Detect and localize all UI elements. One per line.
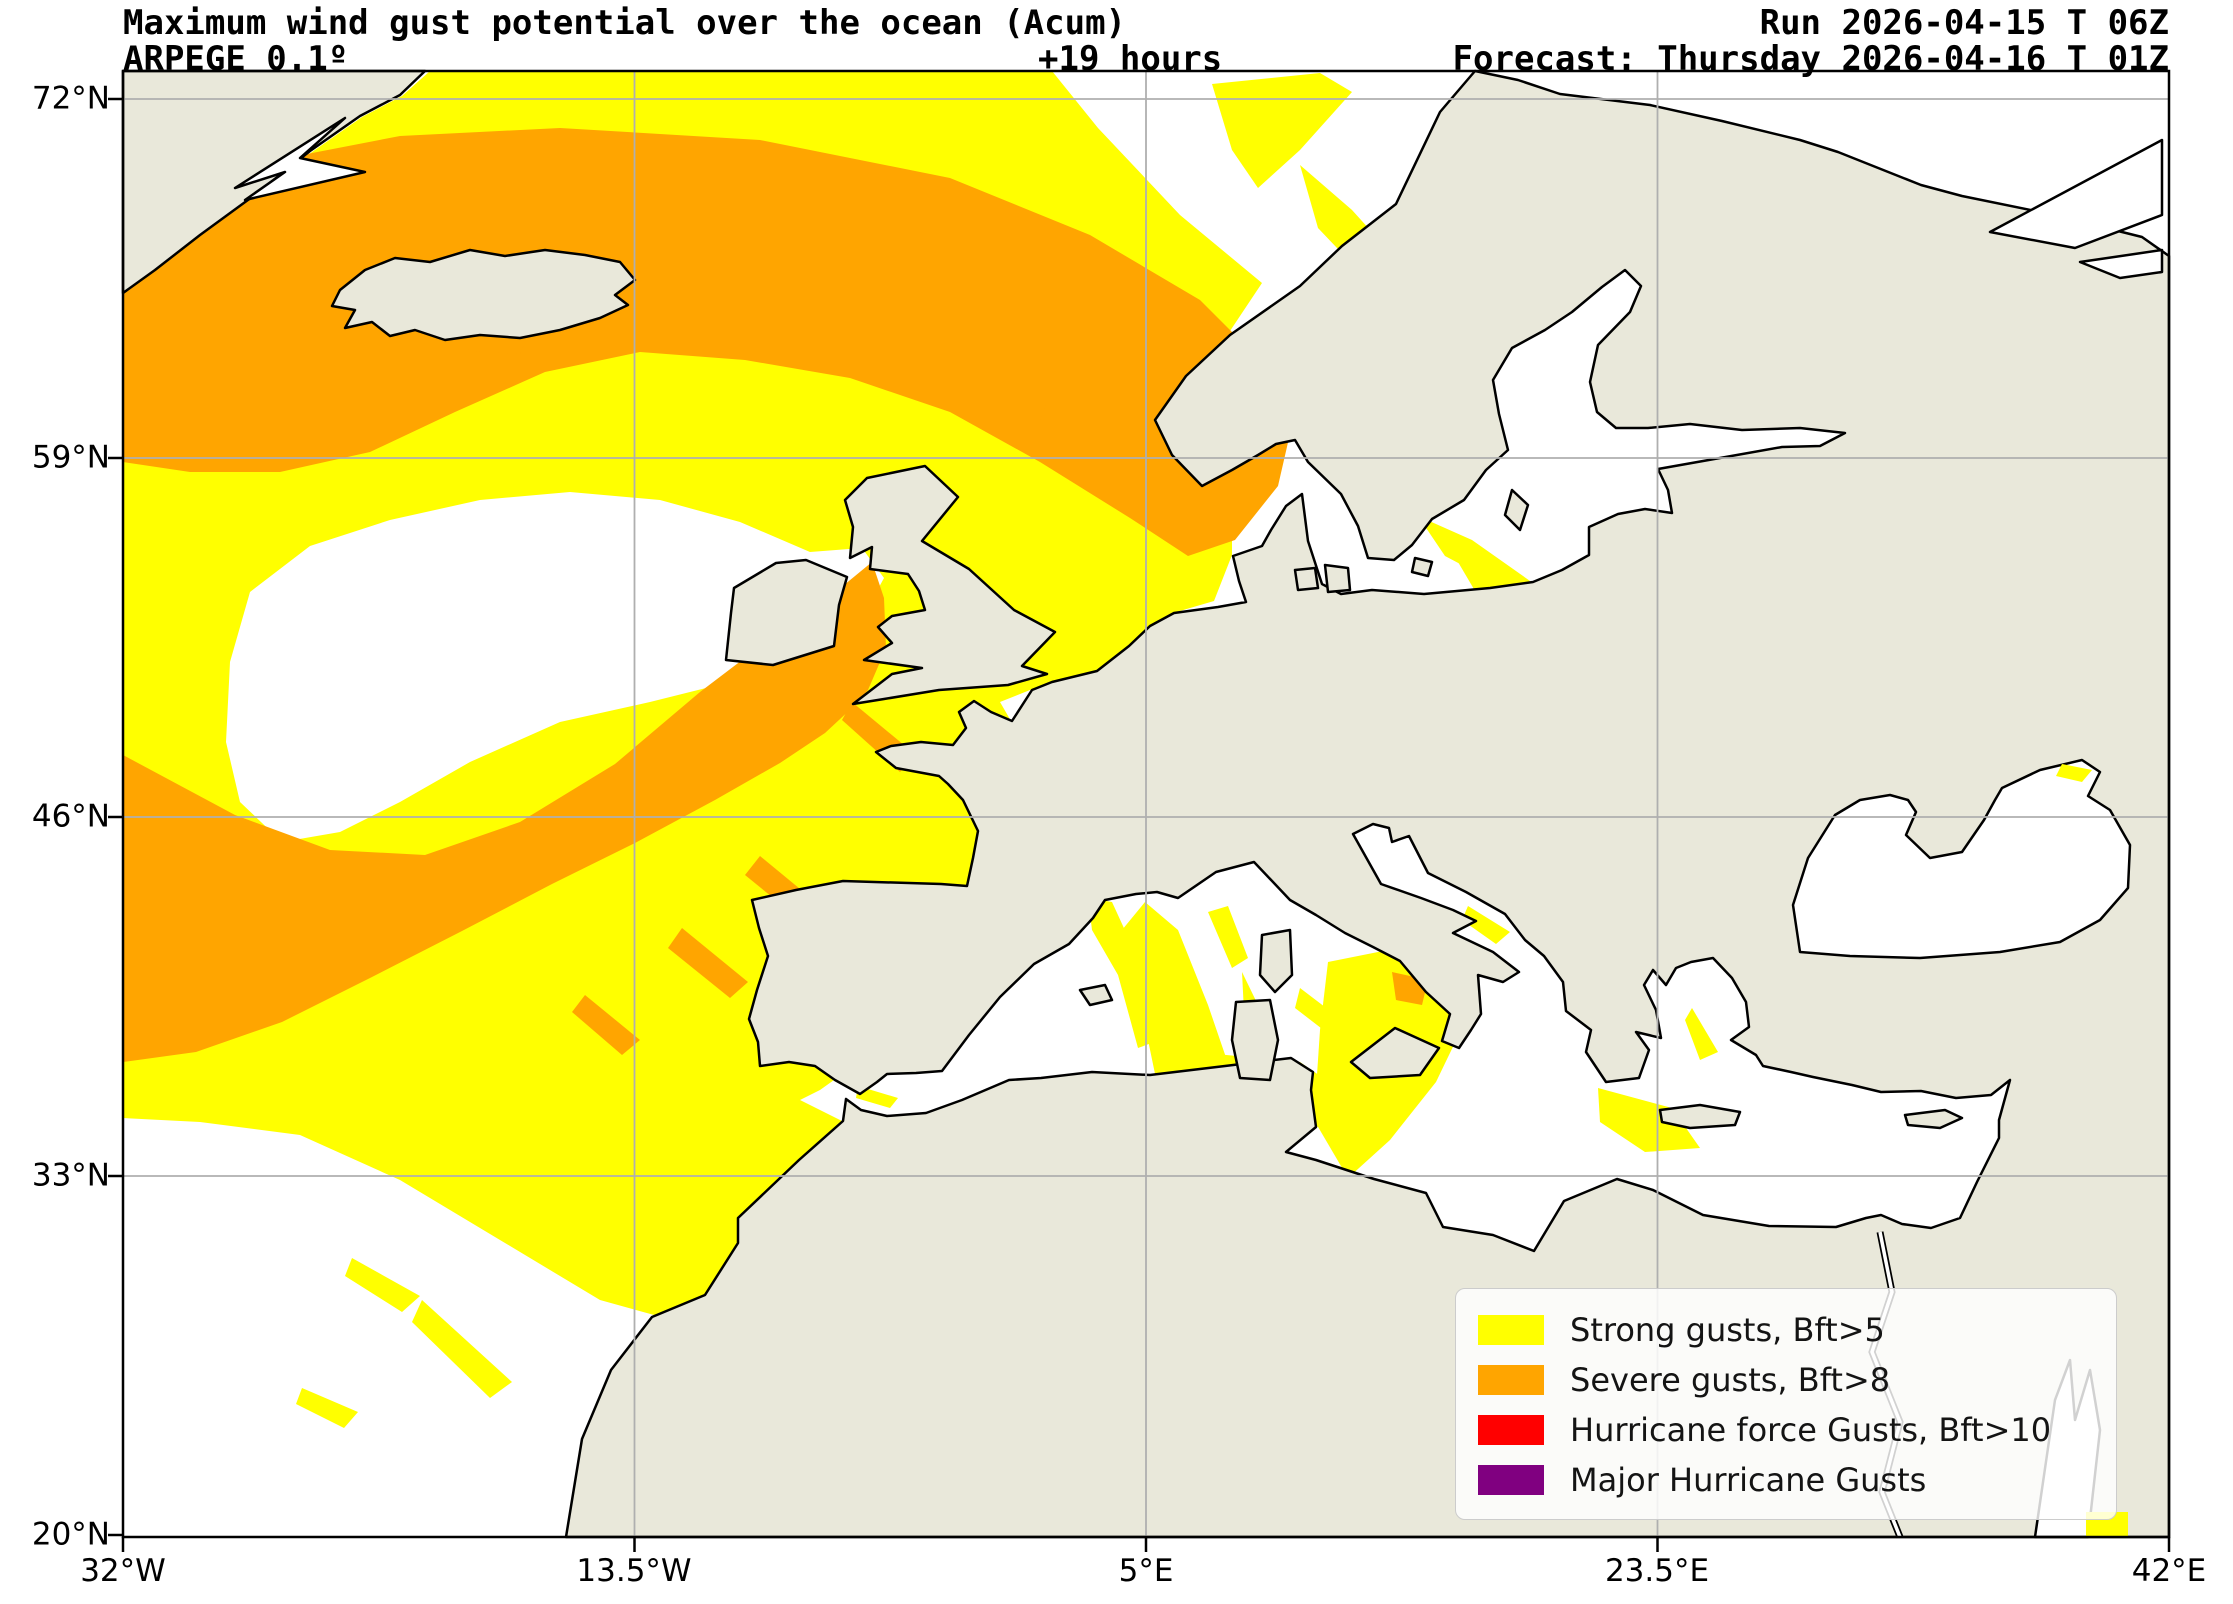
- forecast-timestamp: Forecast: Thursday 2026-04-16 T 01Z: [1452, 39, 2169, 79]
- bornholm-landmass: [1410, 556, 1434, 578]
- major-hurricane-gusts-swatch: [1478, 1465, 1544, 1495]
- white-sea: [1988, 138, 2164, 250]
- sardinia-landmass: [1230, 998, 1280, 1082]
- legend-row-major-hurricane: Major Hurricane Gusts: [1478, 1455, 2116, 1505]
- strong-gusts-swatch: [1478, 1315, 1544, 1345]
- lat-tick-20n: 20°N: [31, 1516, 110, 1553]
- strong-gusts-label: Strong gusts, Bft>5: [1570, 1311, 1885, 1349]
- lon-tick-135w: 13.5°W: [576, 1553, 692, 1589]
- severe-gusts-label: Severe gusts, Bft>8: [1570, 1361, 1891, 1399]
- hurricane-gusts-swatch: [1478, 1415, 1544, 1445]
- lat-tick-72n: 72°N: [31, 80, 110, 117]
- black-sea: [1791, 758, 2132, 960]
- white-sea-prong: [2078, 248, 2164, 280]
- funen-landmass: [1293, 566, 1320, 592]
- legend-row-hurricane: Hurricane force Gusts, Bft>10: [1478, 1405, 2116, 1455]
- severe-gusts-swatch: [1478, 1365, 1544, 1395]
- lon-tick-42e: 42°E: [2131, 1553, 2207, 1589]
- gotland-landmass: [1503, 488, 1530, 532]
- ireland-landmass: [724, 558, 849, 667]
- corsica-landmass: [1258, 928, 1294, 994]
- iceland-landmass: [330, 248, 637, 342]
- cyprus-landmass: [1903, 1108, 1964, 1130]
- axis-tick-marks: [108, 97, 2171, 1552]
- eurasia-africa-landmass: [564, 69, 2171, 1539]
- hurricane-gusts-label: Hurricane force Gusts, Bft>10: [1570, 1411, 2052, 1449]
- mallorca-landmass: [1078, 983, 1114, 1007]
- lat-tick-33n: 33°N: [31, 1157, 110, 1194]
- legend: Strong gusts, Bft>5 Severe gusts, Bft>8 …: [1455, 1288, 2117, 1520]
- legend-row-strong: Strong gusts, Bft>5: [1478, 1305, 2116, 1355]
- scoresby-fjord: [233, 116, 367, 202]
- crete-landmass: [1658, 1103, 1742, 1130]
- zealand-landmass: [1323, 563, 1352, 594]
- lon-tick-32w: 32°W: [80, 1553, 166, 1589]
- lon-tick-235e: 23.5°E: [1604, 1553, 1710, 1589]
- major-hurricane-gusts-label: Major Hurricane Gusts: [1570, 1461, 1927, 1499]
- lat-tick-59n: 59°N: [31, 439, 110, 476]
- legend-row-severe: Severe gusts, Bft>8: [1478, 1355, 2116, 1405]
- run-timestamp: Run 2026-04-15 T 06Z: [1759, 3, 2169, 43]
- model-label: ARPEGE 0.1º: [123, 39, 349, 79]
- lat-tick-46n: 46°N: [31, 798, 110, 835]
- landmass-layer: [121, 69, 2171, 1539]
- lead-time-label: +19 hours: [1038, 39, 1223, 79]
- lon-tick-5e: 5°E: [1118, 1553, 1174, 1589]
- map-title: Maximum wind gust potential over the oce…: [123, 3, 1127, 43]
- sicily-landmass: [1349, 1026, 1441, 1080]
- great-britain-landmass: [843, 464, 1057, 706]
